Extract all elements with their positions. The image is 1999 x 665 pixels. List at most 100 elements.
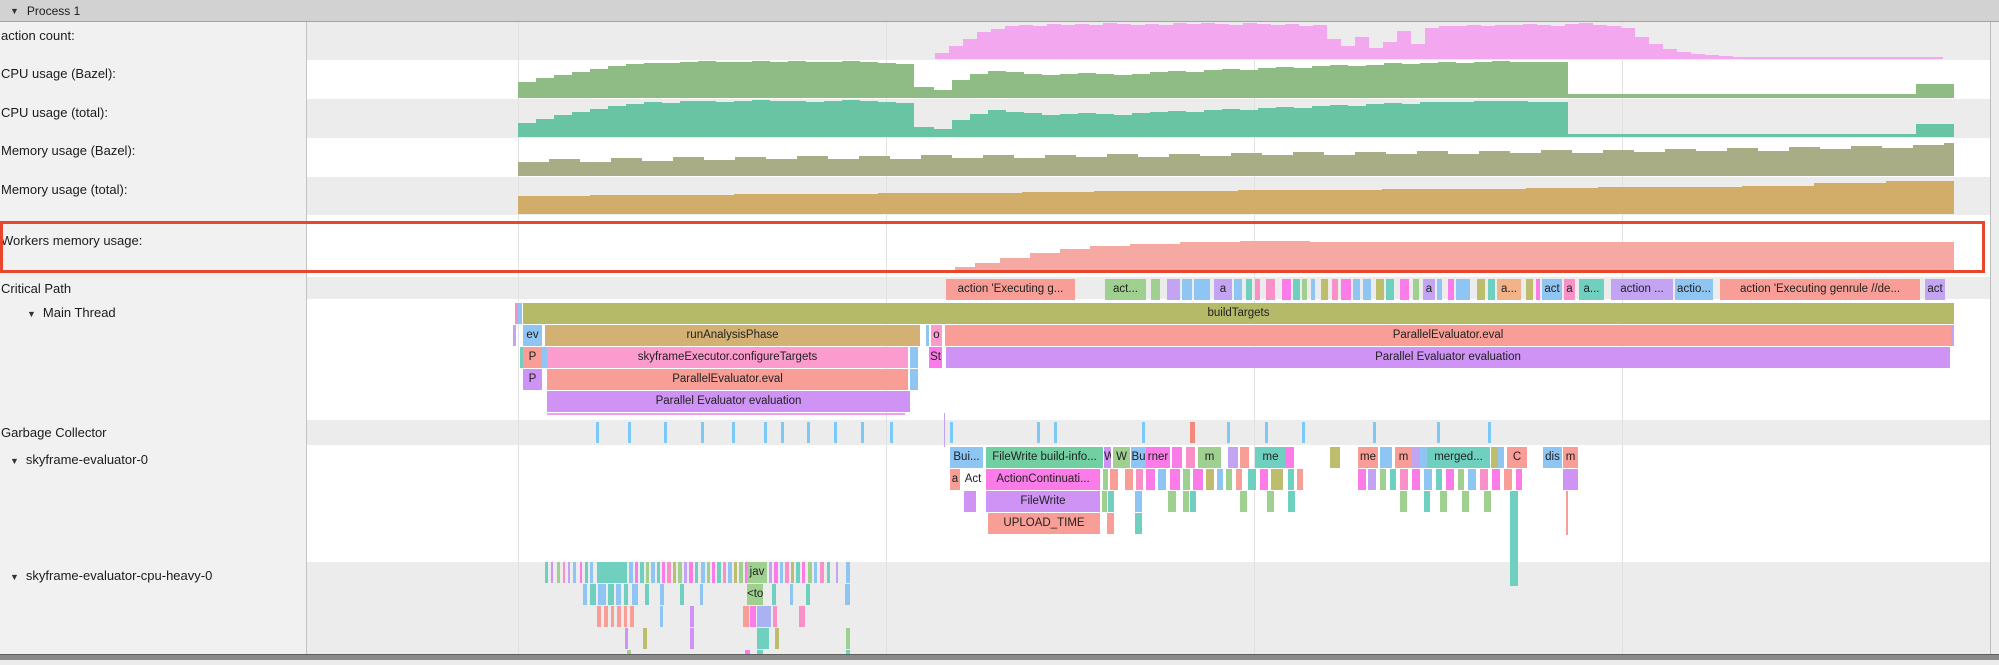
gc-tick[interactable] <box>1142 422 1145 443</box>
trace-event-block[interactable] <box>1271 469 1283 490</box>
trace-event-block[interactable] <box>820 562 824 583</box>
trace-event-block[interactable]: act... <box>1105 279 1146 300</box>
trace-event-block[interactable] <box>1217 469 1223 490</box>
trace-event-block[interactable] <box>520 347 523 368</box>
trace-event-block[interactable] <box>734 562 737 583</box>
trace-event-block[interactable] <box>678 562 682 583</box>
trace-event-block[interactable] <box>723 562 726 583</box>
trace-event-block[interactable] <box>1363 279 1371 300</box>
trace-event-block[interactable] <box>690 606 694 627</box>
trace-event-block[interactable] <box>757 628 769 649</box>
gc-tick[interactable] <box>1227 422 1230 443</box>
trace-event-block[interactable]: ParallelEvaluator.eval <box>547 369 908 390</box>
trace-event-block[interactable] <box>745 562 747 583</box>
trace-event-block[interactable] <box>515 303 518 324</box>
trace-event-block[interactable]: FileWrite build-info... <box>986 447 1103 468</box>
trace-event-block[interactable] <box>660 584 664 605</box>
trace-event-block[interactable] <box>836 562 838 583</box>
trace-event-block[interactable]: m <box>1198 447 1221 468</box>
trace-event-block[interactable] <box>551 562 553 583</box>
trace-event-block[interactable]: W <box>1104 447 1111 468</box>
trace-event-block[interactable]: W <box>1113 447 1130 468</box>
trace-event-block[interactable] <box>780 562 783 583</box>
trace-event-block[interactable] <box>739 562 743 583</box>
trace-event-block[interactable] <box>1437 279 1442 300</box>
trace-event-block[interactable] <box>1462 491 1469 512</box>
trace-event-block[interactable] <box>796 562 800 583</box>
trace-event-block[interactable] <box>1332 279 1338 300</box>
trace-event-block[interactable] <box>1311 279 1315 300</box>
trace-event-block[interactable] <box>910 369 918 390</box>
trace-event-block[interactable] <box>1234 279 1242 300</box>
trace-event-block[interactable] <box>640 562 644 583</box>
trace-event-block[interactable] <box>617 606 621 627</box>
trace-event-block[interactable]: m <box>1563 447 1578 468</box>
trace-event-block[interactable] <box>597 606 601 627</box>
trace-event-block[interactable] <box>1492 469 1500 490</box>
trace-event-block[interactable] <box>1390 469 1396 490</box>
trace-event-block[interactable] <box>1353 279 1360 300</box>
trace-event-block[interactable] <box>590 584 596 605</box>
trace-event-block[interactable] <box>583 584 587 605</box>
trace-event-block[interactable]: ActionContinuati... <box>986 469 1100 490</box>
trace-event-block[interactable] <box>1135 491 1142 512</box>
trace-event-block[interactable] <box>1412 469 1420 490</box>
trace-event-block[interactable] <box>1158 469 1166 490</box>
sidebar-label-skyframe-evaluator-cpu-heavy-0[interactable]: ▼ skyframe-evaluator-cpu-heavy-0 <box>10 568 212 583</box>
trace-event-block[interactable]: a <box>1423 279 1435 300</box>
trace-event-block[interactable]: Parallel Evaluator evaluation <box>547 391 910 412</box>
trace-event-block[interactable] <box>1125 469 1133 490</box>
trace-event-block[interactable] <box>1536 279 1540 300</box>
trace-event-block[interactable]: P <box>523 369 542 390</box>
trace-event-block[interactable] <box>545 562 548 583</box>
trace-event-block[interactable] <box>627 650 631 654</box>
trace-event-block[interactable] <box>557 562 560 583</box>
trace-event-block[interactable] <box>1488 279 1495 300</box>
gc-tick[interactable] <box>1488 422 1491 443</box>
gc-tick[interactable] <box>861 422 864 443</box>
trace-event-block[interactable] <box>1380 469 1386 490</box>
trace-event-block[interactable] <box>563 562 565 583</box>
trace-event-block[interactable] <box>635 562 638 583</box>
trace-event-block[interactable]: ParallelEvaluator.eval <box>945 325 1951 346</box>
trace-event-block[interactable] <box>717 562 721 583</box>
trace-event-block[interactable] <box>660 606 663 627</box>
trace-event-block[interactable] <box>1151 279 1160 300</box>
sidebar-label-skyframe-evaluator-0[interactable]: ▼ skyframe-evaluator-0 <box>10 452 148 467</box>
trace-event-block[interactable] <box>1193 469 1203 490</box>
trace-event-block[interactable]: actio... <box>1675 279 1713 300</box>
trace-event-block[interactable] <box>1330 447 1340 468</box>
trace-event-block[interactable] <box>657 562 660 583</box>
chart-mem-bazel[interactable] <box>518 138 1954 176</box>
gc-tick[interactable] <box>628 422 631 443</box>
trace-event-block[interactable] <box>1255 279 1260 300</box>
trace-event-block[interactable] <box>773 606 777 627</box>
trace-event-block[interactable] <box>846 628 850 649</box>
trace-event-block[interactable] <box>827 562 830 583</box>
trace-event-block[interactable] <box>1498 447 1504 468</box>
trace-event-block[interactable] <box>1358 469 1366 490</box>
trace-event-block[interactable] <box>757 606 771 627</box>
gc-tick[interactable] <box>1054 422 1057 443</box>
trace-event-block[interactable] <box>1420 447 1427 468</box>
gc-tick[interactable] <box>1373 422 1376 443</box>
trace-event-block[interactable]: action 'Executing g... <box>946 279 1075 300</box>
trace-event-block[interactable] <box>1136 469 1143 490</box>
trace-event-block[interactable] <box>624 606 627 627</box>
trace-event-block[interactable] <box>1240 447 1249 468</box>
trace-event-block[interactable]: <to <box>747 584 763 605</box>
trace-event-block[interactable] <box>1102 491 1107 512</box>
trace-event-block[interactable] <box>1288 491 1295 512</box>
trace-event-block[interactable] <box>1446 469 1454 490</box>
trace-event-block[interactable] <box>1448 279 1454 300</box>
trace-event-block[interactable]: skyframeExecutor.configureTargets <box>547 347 908 368</box>
trace-event-block[interactable] <box>845 584 850 605</box>
chart-mem-total[interactable] <box>518 177 1954 214</box>
trace-event-block[interactable]: dis <box>1543 447 1562 468</box>
trace-event-block[interactable]: merged... <box>1427 447 1490 468</box>
trace-event-block[interactable] <box>1172 447 1182 468</box>
trace-event-block[interactable] <box>1386 279 1394 300</box>
trace-event-block[interactable] <box>673 562 676 583</box>
gc-tick[interactable] <box>834 422 837 443</box>
trace-event-block[interactable] <box>1286 447 1294 468</box>
